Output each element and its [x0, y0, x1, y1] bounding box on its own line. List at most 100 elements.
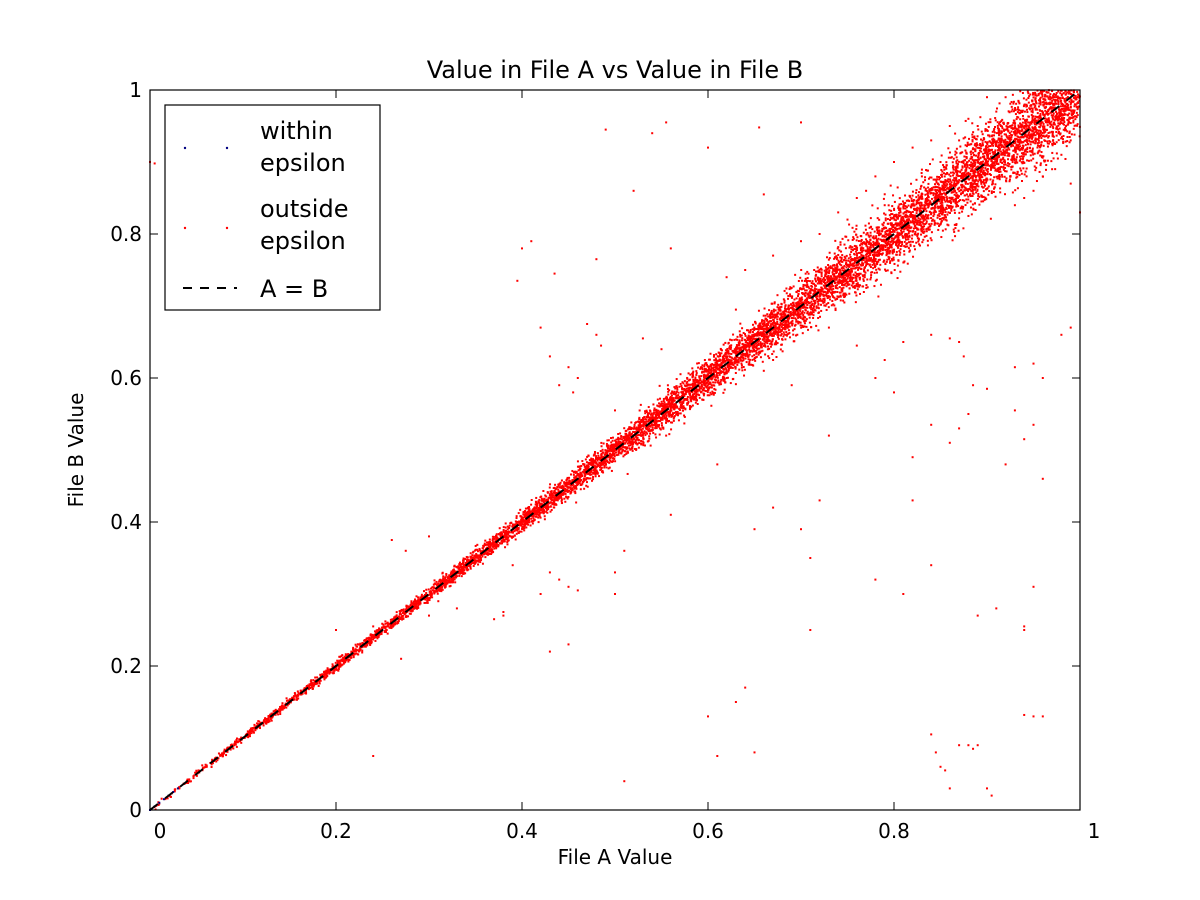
point-outside-epsilon	[600, 466, 603, 469]
point-outside-epsilon	[732, 333, 735, 336]
point-outside-epsilon	[1058, 127, 1061, 130]
point-outside-epsilon	[971, 156, 974, 159]
point-outside-epsilon	[852, 267, 855, 270]
point-outside-epsilon	[1026, 146, 1029, 149]
point-outside-epsilon	[787, 297, 790, 300]
point-outside-epsilon	[593, 461, 596, 464]
point-outside-epsilon	[1021, 158, 1024, 161]
point-outside-epsilon	[273, 709, 276, 712]
point-outside-epsilon	[985, 181, 988, 184]
point-outside-epsilon	[1076, 124, 1079, 127]
point-outside-epsilon	[744, 343, 747, 346]
point-outside-epsilon	[661, 402, 664, 405]
point-outside-epsilon	[741, 369, 744, 372]
point-outside-epsilon	[1058, 113, 1061, 116]
point-outside-epsilon	[1011, 143, 1014, 146]
point-outside-epsilon	[992, 158, 995, 161]
point-outside-epsilon	[647, 418, 650, 421]
point-outside-epsilon	[1001, 127, 1004, 130]
point-outside-epsilon	[974, 148, 977, 151]
point-outside-epsilon	[1061, 138, 1064, 141]
point-outside-epsilon	[696, 362, 699, 365]
point-outside-epsilon	[805, 301, 808, 304]
point-outside-epsilon	[716, 355, 719, 358]
point-outside-epsilon	[673, 416, 676, 419]
point-outside-epsilon	[573, 487, 576, 490]
point-outside-epsilon	[1044, 102, 1047, 105]
point-outside-epsilon	[530, 517, 533, 520]
point-outside-epsilon	[1041, 101, 1044, 104]
point-outside-epsilon	[703, 383, 706, 386]
point-outside-epsilon	[979, 116, 982, 119]
point-outside-epsilon	[858, 278, 861, 281]
point-outside-epsilon	[1002, 168, 1005, 171]
point-outside-epsilon	[762, 332, 765, 335]
point-outside-epsilon	[531, 509, 534, 512]
point-outside-epsilon	[352, 656, 355, 659]
point-outside-epsilon	[878, 246, 881, 249]
point-outside-epsilon	[763, 340, 766, 343]
point-outside-epsilon	[1035, 129, 1038, 132]
point-outside-epsilon	[626, 472, 629, 475]
point-outside-epsilon	[721, 377, 724, 380]
point-outside-epsilon	[1028, 146, 1031, 149]
point-outside-epsilon	[814, 299, 817, 302]
point-outside-epsilon	[952, 200, 955, 203]
point-outside-epsilon	[903, 250, 906, 253]
point-outside-epsilon	[785, 331, 788, 334]
point-outside-epsilon	[409, 612, 412, 615]
point-outside-epsilon	[370, 637, 373, 640]
point-outside-epsilon	[979, 163, 982, 166]
point-outside-epsilon	[333, 669, 336, 672]
point-outside-epsilon	[710, 384, 713, 387]
point-outside-epsilon	[965, 145, 968, 148]
point-outside-epsilon	[729, 348, 732, 351]
point-outside-epsilon	[753, 326, 756, 329]
point-outside-epsilon	[886, 241, 889, 244]
point-outside-epsilon	[970, 165, 973, 168]
point-outside-epsilon	[1018, 132, 1021, 135]
point-outside-epsilon	[1012, 102, 1015, 105]
point-outside-epsilon	[950, 205, 953, 208]
point-outside-epsilon	[909, 243, 912, 246]
point-outside-epsilon	[186, 778, 189, 781]
point-outside-epsilon	[431, 596, 434, 599]
point-outside-epsilon	[699, 377, 702, 380]
point-outside-epsilon	[188, 778, 191, 781]
point-outside-epsilon	[1019, 122, 1022, 125]
point-outside-epsilon	[215, 760, 218, 763]
point-outside-epsilon	[771, 340, 774, 343]
point-outside-epsilon	[1005, 125, 1008, 128]
point-outside-epsilon	[977, 155, 980, 158]
point-outside-epsilon	[772, 350, 775, 353]
point-outside-epsilon	[759, 331, 762, 334]
point-outside-epsilon	[672, 397, 675, 400]
point-outside-epsilon	[1019, 148, 1022, 151]
point-outside-epsilon	[862, 262, 865, 265]
point-outside-epsilon	[769, 334, 772, 337]
point-outside-epsilon	[865, 257, 868, 260]
point-outside-epsilon	[656, 416, 659, 419]
point-outside-epsilon	[249, 727, 252, 730]
point-outside-epsilon	[936, 189, 939, 192]
point-outside-epsilon	[852, 264, 855, 267]
point-outside-epsilon	[694, 381, 697, 384]
point-outside-epsilon	[974, 188, 977, 191]
point-outside-epsilon	[829, 291, 832, 294]
point-outside-epsilon	[1036, 144, 1039, 147]
point-outside-epsilon	[1031, 130, 1034, 133]
point-outside-epsilon	[1064, 101, 1067, 104]
point-outside-epsilon	[841, 290, 844, 293]
point-outside-epsilon	[1076, 90, 1079, 93]
point-outside-epsilon	[884, 241, 887, 244]
point-outside-epsilon	[1028, 95, 1031, 98]
point-outside-epsilon	[386, 621, 389, 624]
point-outside-epsilon	[989, 173, 992, 176]
point-outside-epsilon	[546, 491, 549, 494]
point-outside-epsilon	[579, 467, 582, 470]
point-outside-epsilon	[1027, 143, 1030, 146]
point-outside-epsilon	[975, 166, 978, 169]
point-outside-epsilon	[1055, 112, 1058, 115]
point-outside-epsilon	[785, 323, 788, 326]
point-outside-epsilon	[860, 251, 863, 254]
